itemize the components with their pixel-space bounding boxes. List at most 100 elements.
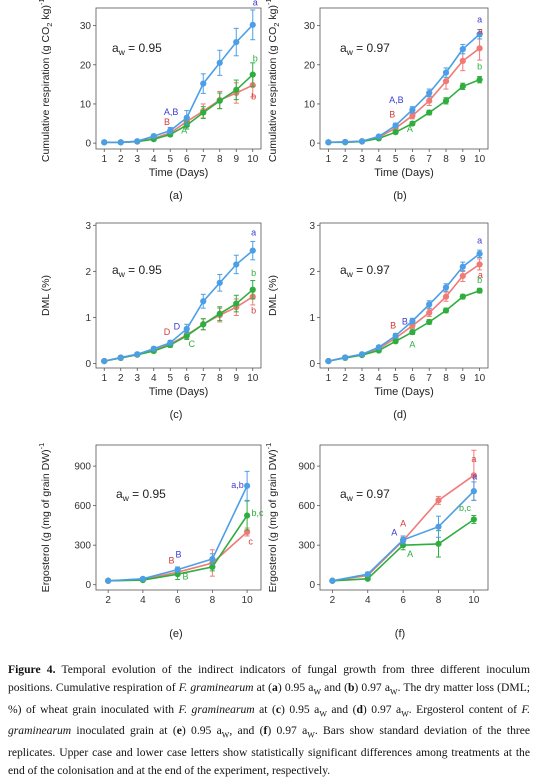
data-point	[117, 139, 124, 146]
chart-panel-a: 0 10 20 30 1 2 3 4 5 6 7 8 9 10 Time (Days) Cumulative …	[37, 0, 262, 202]
significance-letter: A	[391, 527, 397, 537]
x-tick-label: 1	[101, 373, 107, 384]
x-tick-label: 2	[330, 595, 336, 606]
y-tick-label: 300	[74, 541, 91, 552]
y-tick-label: 10	[80, 99, 92, 110]
significance-letter: a	[253, 0, 258, 7]
aw-label: aw = 0.95	[112, 263, 162, 279]
panel-label: (b)	[393, 190, 406, 202]
series-blue	[101, 9, 256, 146]
panel-label: (f)	[395, 628, 405, 640]
data-point	[459, 263, 466, 270]
panel-label: (d)	[393, 409, 406, 421]
data-point	[364, 571, 371, 578]
data-point	[134, 351, 141, 358]
significance-letter: b,c	[459, 503, 472, 513]
significance-letter: A	[400, 519, 406, 529]
data-point	[476, 250, 483, 257]
data-point	[470, 516, 477, 523]
significance-letter: b	[251, 91, 256, 101]
data-point	[249, 71, 256, 78]
significance-letter: c	[248, 537, 253, 547]
caption-segment: F. graminearum	[178, 702, 255, 716]
x-tick-label: 8	[443, 373, 449, 384]
x-axis-label: Time (Days)	[374, 386, 433, 398]
chart-panel-f: 0 300 600 900 2 4 6 8 10 Ergosterol (g (mg of gra…	[264, 443, 489, 640]
caption-segment: F. graminearum	[178, 680, 254, 694]
data-point	[216, 279, 223, 286]
x-tick-label: 2	[105, 595, 111, 606]
x-tick-label: 9	[460, 373, 466, 384]
x-tick-label: 6	[410, 154, 416, 165]
caption-segment: e	[176, 724, 182, 738]
significance-letter: b	[251, 306, 256, 316]
caption-segment: F. graminearum	[8, 702, 530, 738]
data-point	[101, 139, 108, 146]
data-point	[476, 45, 483, 52]
series-blue	[105, 470, 251, 584]
data-point	[442, 78, 450, 85]
data-point	[216, 59, 223, 66]
data-point	[150, 132, 157, 140]
significance-letter: B	[164, 117, 170, 127]
data-point	[183, 332, 190, 339]
x-tick-label: 6	[175, 595, 181, 606]
x-tick-label: 3	[134, 154, 140, 165]
data-point	[216, 310, 223, 317]
caption-segment: W	[313, 686, 322, 696]
data-point	[476, 261, 483, 268]
data-point	[249, 286, 256, 293]
y-tick-label: 0	[309, 580, 315, 591]
y-tick-label: 0	[85, 359, 91, 370]
caption-label: Figure 4.	[8, 663, 56, 676]
significance-letter: b	[477, 61, 482, 71]
x-tick-label: 2	[342, 154, 348, 165]
caption-segment: a	[272, 680, 278, 694]
data-point	[426, 309, 433, 316]
x-tick-label: 9	[460, 154, 466, 165]
data-point	[442, 69, 450, 76]
significance-letter: a	[477, 236, 482, 246]
data-point	[476, 76, 483, 83]
y-tick-label: 1	[309, 313, 315, 324]
series-line	[328, 253, 481, 362]
caption-segment: at (	[254, 702, 276, 716]
aw-label: aw = 0.95	[112, 41, 162, 57]
x-tick-label: 1	[326, 154, 332, 165]
x-axis-label: Time (Days)	[149, 386, 208, 398]
y-tick-label: 0	[309, 139, 315, 150]
data-point	[459, 293, 466, 300]
data-point	[233, 86, 240, 93]
x-tick-label: 7	[426, 154, 432, 165]
x-tick-label: 10	[247, 373, 259, 384]
y-tick-label: 2	[85, 267, 91, 278]
x-tick-label: 5	[167, 373, 173, 384]
significance-letter: B	[390, 320, 396, 330]
data-point	[476, 287, 483, 294]
data-point	[442, 97, 450, 104]
data-point	[200, 80, 207, 87]
plot-frame	[95, 222, 262, 369]
x-tick-label: 1	[101, 154, 107, 165]
caption-segment: W	[390, 686, 398, 696]
x-tick-label: 10	[242, 595, 254, 606]
data-point	[459, 57, 466, 64]
significance-letter: A,B	[389, 95, 404, 105]
x-tick-label: 5	[393, 154, 399, 165]
caption-segment: ) 0.97 a	[267, 724, 308, 738]
significance-letter: a	[477, 14, 482, 24]
y-tick-label: 30	[304, 21, 316, 32]
x-tick-label: 4	[365, 595, 371, 606]
x-tick-label: 8	[210, 595, 216, 606]
data-point	[183, 325, 190, 332]
caption-segment: W	[221, 730, 230, 740]
plot-frame	[319, 444, 489, 591]
data-point	[342, 354, 349, 361]
data-point	[442, 307, 450, 314]
data-point	[442, 284, 450, 291]
data-point	[470, 472, 477, 479]
caption-segment: and (	[321, 680, 348, 694]
x-tick-label: 3	[359, 154, 365, 165]
significance-letter: B	[175, 550, 181, 560]
